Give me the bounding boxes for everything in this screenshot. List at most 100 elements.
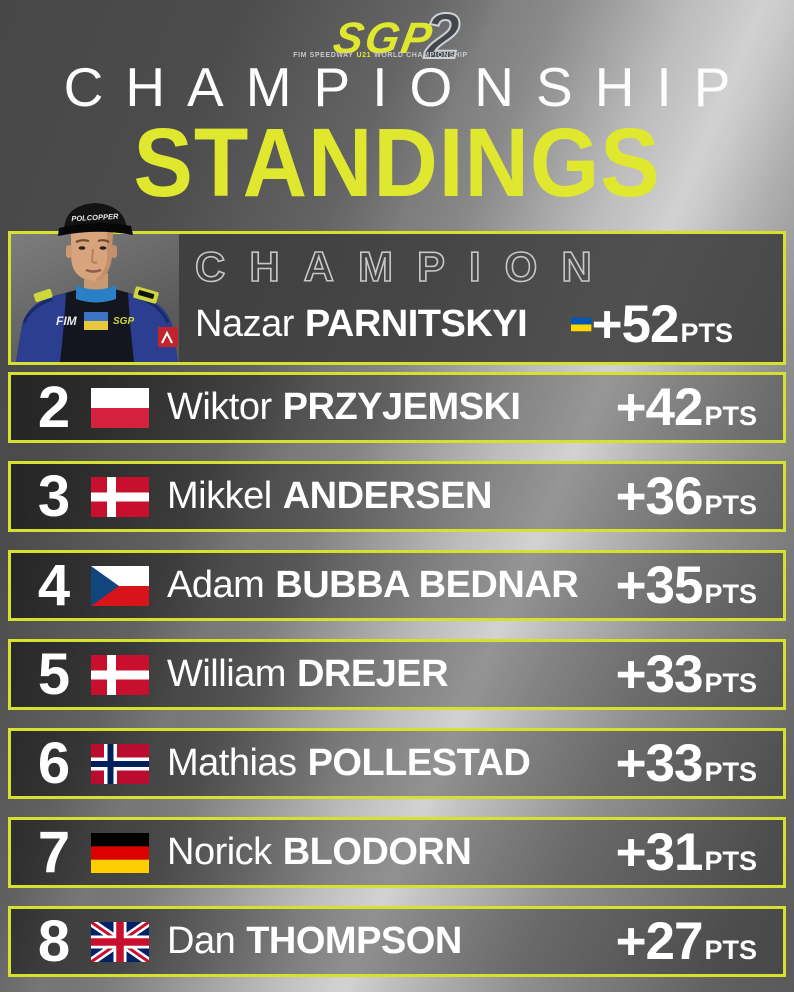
points-value: +27 <box>615 912 704 972</box>
first-name: Dan <box>167 920 236 963</box>
champion-label: CHAMPION <box>194 242 616 290</box>
flag-ukraine-icon <box>571 317 592 331</box>
points-unit: PTS <box>704 935 757 966</box>
points-value: +42 <box>615 378 704 438</box>
points-unit: PTS <box>680 317 733 348</box>
flag-germany-icon <box>91 832 149 873</box>
last-name: ANDERSEN <box>282 475 493 518</box>
rider-nose <box>90 249 98 264</box>
flag-czech-republic-icon <box>91 565 149 606</box>
rider-cap <box>64 203 127 231</box>
champion-info: CHAMPION Nazar PARNITSKYI +52 PTS <box>189 234 783 362</box>
points-value: +31 <box>615 823 704 883</box>
position-number: 7 <box>37 819 71 885</box>
last-name: THOMPSON <box>246 920 462 963</box>
first-name: William <box>167 653 286 696</box>
points-value: +52 <box>591 294 680 354</box>
points-value: +33 <box>615 734 704 794</box>
sponsor-mark <box>161 330 173 344</box>
rider-name: William DREJER <box>167 653 449 696</box>
position-number: 2 <box>37 374 71 440</box>
champion-last-name: PARNITSKYI <box>304 302 528 345</box>
first-name: Norick <box>167 831 272 874</box>
points-unit: PTS <box>704 757 757 788</box>
rider-name: Dan THOMPSON <box>167 920 462 963</box>
last-name: POLLESTAD <box>307 742 531 785</box>
cap-brand-text: POLCOPPER <box>71 212 119 223</box>
sgp2-number: 2 <box>424 0 462 72</box>
last-name: BUBBA BEDNAR <box>275 564 579 607</box>
rider-ear <box>111 245 117 259</box>
championship-heading: CHAMPIONSHIP <box>63 56 753 118</box>
standings-row-2: 2 Wiktor PRZYJEMSKI +42 PTS <box>8 372 786 444</box>
rider-collar <box>76 285 116 303</box>
points-unit: PTS <box>704 846 757 877</box>
standings-row-5: 5 William DREJER +33 PTS <box>8 639 786 711</box>
flag-poland-icon <box>91 387 149 428</box>
standings-row-3: 3 Mikkel ANDERSEN +36 PTS <box>8 461 786 533</box>
points-unit: PTS <box>704 401 757 432</box>
rider-name: Wiktor PRZYJEMSKI <box>167 386 521 429</box>
sgp-patch: SGP <box>113 316 134 327</box>
rider-brow <box>75 239 90 244</box>
rider-eye <box>99 246 107 250</box>
champion-name-row: Nazar PARNITSKYI +52 PTS <box>195 298 759 351</box>
points: +42 PTS <box>616 381 757 434</box>
first-name: Mikkel <box>167 475 272 518</box>
rider-left-sleeve <box>16 293 66 363</box>
sgp2-logo: SGP2 FIM SPEEDWAY U21 WORLD CHAMPIONSHIP <box>0 0 794 72</box>
position-number: 5 <box>37 641 71 707</box>
first-name: Adam <box>167 564 265 607</box>
champion-first-name: Nazar <box>195 302 294 345</box>
rider-eye <box>78 246 86 250</box>
rider-cap-brim <box>58 223 133 237</box>
points-unit: PTS <box>704 490 757 521</box>
points-unit: PTS <box>704 579 757 610</box>
last-name: DREJER <box>296 653 449 696</box>
points-unit: PTS <box>704 668 757 699</box>
flag-denmark-icon <box>91 654 149 695</box>
rider-ear <box>66 245 72 259</box>
first-name: Wiktor <box>167 386 272 429</box>
tagline-pre: FIM SPEEDWAY <box>293 52 354 59</box>
standings-row-6: 6 Mathias POLLESTAD +33 PTS <box>8 728 786 800</box>
first-name: Mathias <box>167 742 297 785</box>
rider-name: Mikkel ANDERSEN <box>167 475 492 518</box>
shoulder-patch <box>33 289 53 303</box>
tagline-post: WORLD CHAMPIONSHIP <box>374 52 468 59</box>
last-name: BLODORN <box>282 831 472 874</box>
standings-row-8: 8 Dan THOMPSON +27 PTS <box>8 906 786 978</box>
points: +36 PTS <box>616 470 757 523</box>
last-name: PRZYJEMSKI <box>282 386 521 429</box>
points: +33 PTS <box>616 737 757 790</box>
standings-heading: STANDINGS <box>133 108 661 217</box>
standings-row-7: 7 Norick BLODORN +31 PTS <box>8 817 786 889</box>
flag-norway-icon <box>91 743 149 784</box>
position-number: 4 <box>37 552 71 618</box>
rider-name: Adam BUBBA BEDNAR <box>167 564 579 607</box>
champion-rider-photo: FIM SGP POLCOPPER <box>16 203 178 363</box>
logo-tagline: FIM SPEEDWAY U21 WORLD CHAMPIONSHIP <box>0 52 764 59</box>
shoulder-patch-text <box>137 290 155 300</box>
points: +31 PTS <box>616 826 757 879</box>
rider-mouth <box>85 269 102 273</box>
points-value: +36 <box>615 467 704 527</box>
position-number: 8 <box>37 908 71 974</box>
points-value: +33 <box>615 645 704 705</box>
sleeve-fold <box>22 297 53 324</box>
points: +35 PTS <box>616 559 757 612</box>
champion-points: +52 PTS <box>592 298 733 351</box>
points: +27 PTS <box>616 915 757 968</box>
points-value: +35 <box>615 556 704 616</box>
ukraine-suit-flag-icon <box>84 312 108 331</box>
points: +33 PTS <box>616 648 757 701</box>
position-number: 6 <box>37 730 71 796</box>
champion-card: FIM SGP POLCOPPER <box>8 203 786 366</box>
flag-denmark-icon <box>91 476 149 517</box>
rider-name: Mathias POLLESTAD <box>167 742 531 785</box>
standings-row-4: 4 Adam BUBBA BEDNAR +35 PTS <box>8 550 786 622</box>
fim-patch: FIM <box>56 314 78 328</box>
position-number: 3 <box>37 463 71 529</box>
tagline-u21: U21 <box>356 52 372 59</box>
